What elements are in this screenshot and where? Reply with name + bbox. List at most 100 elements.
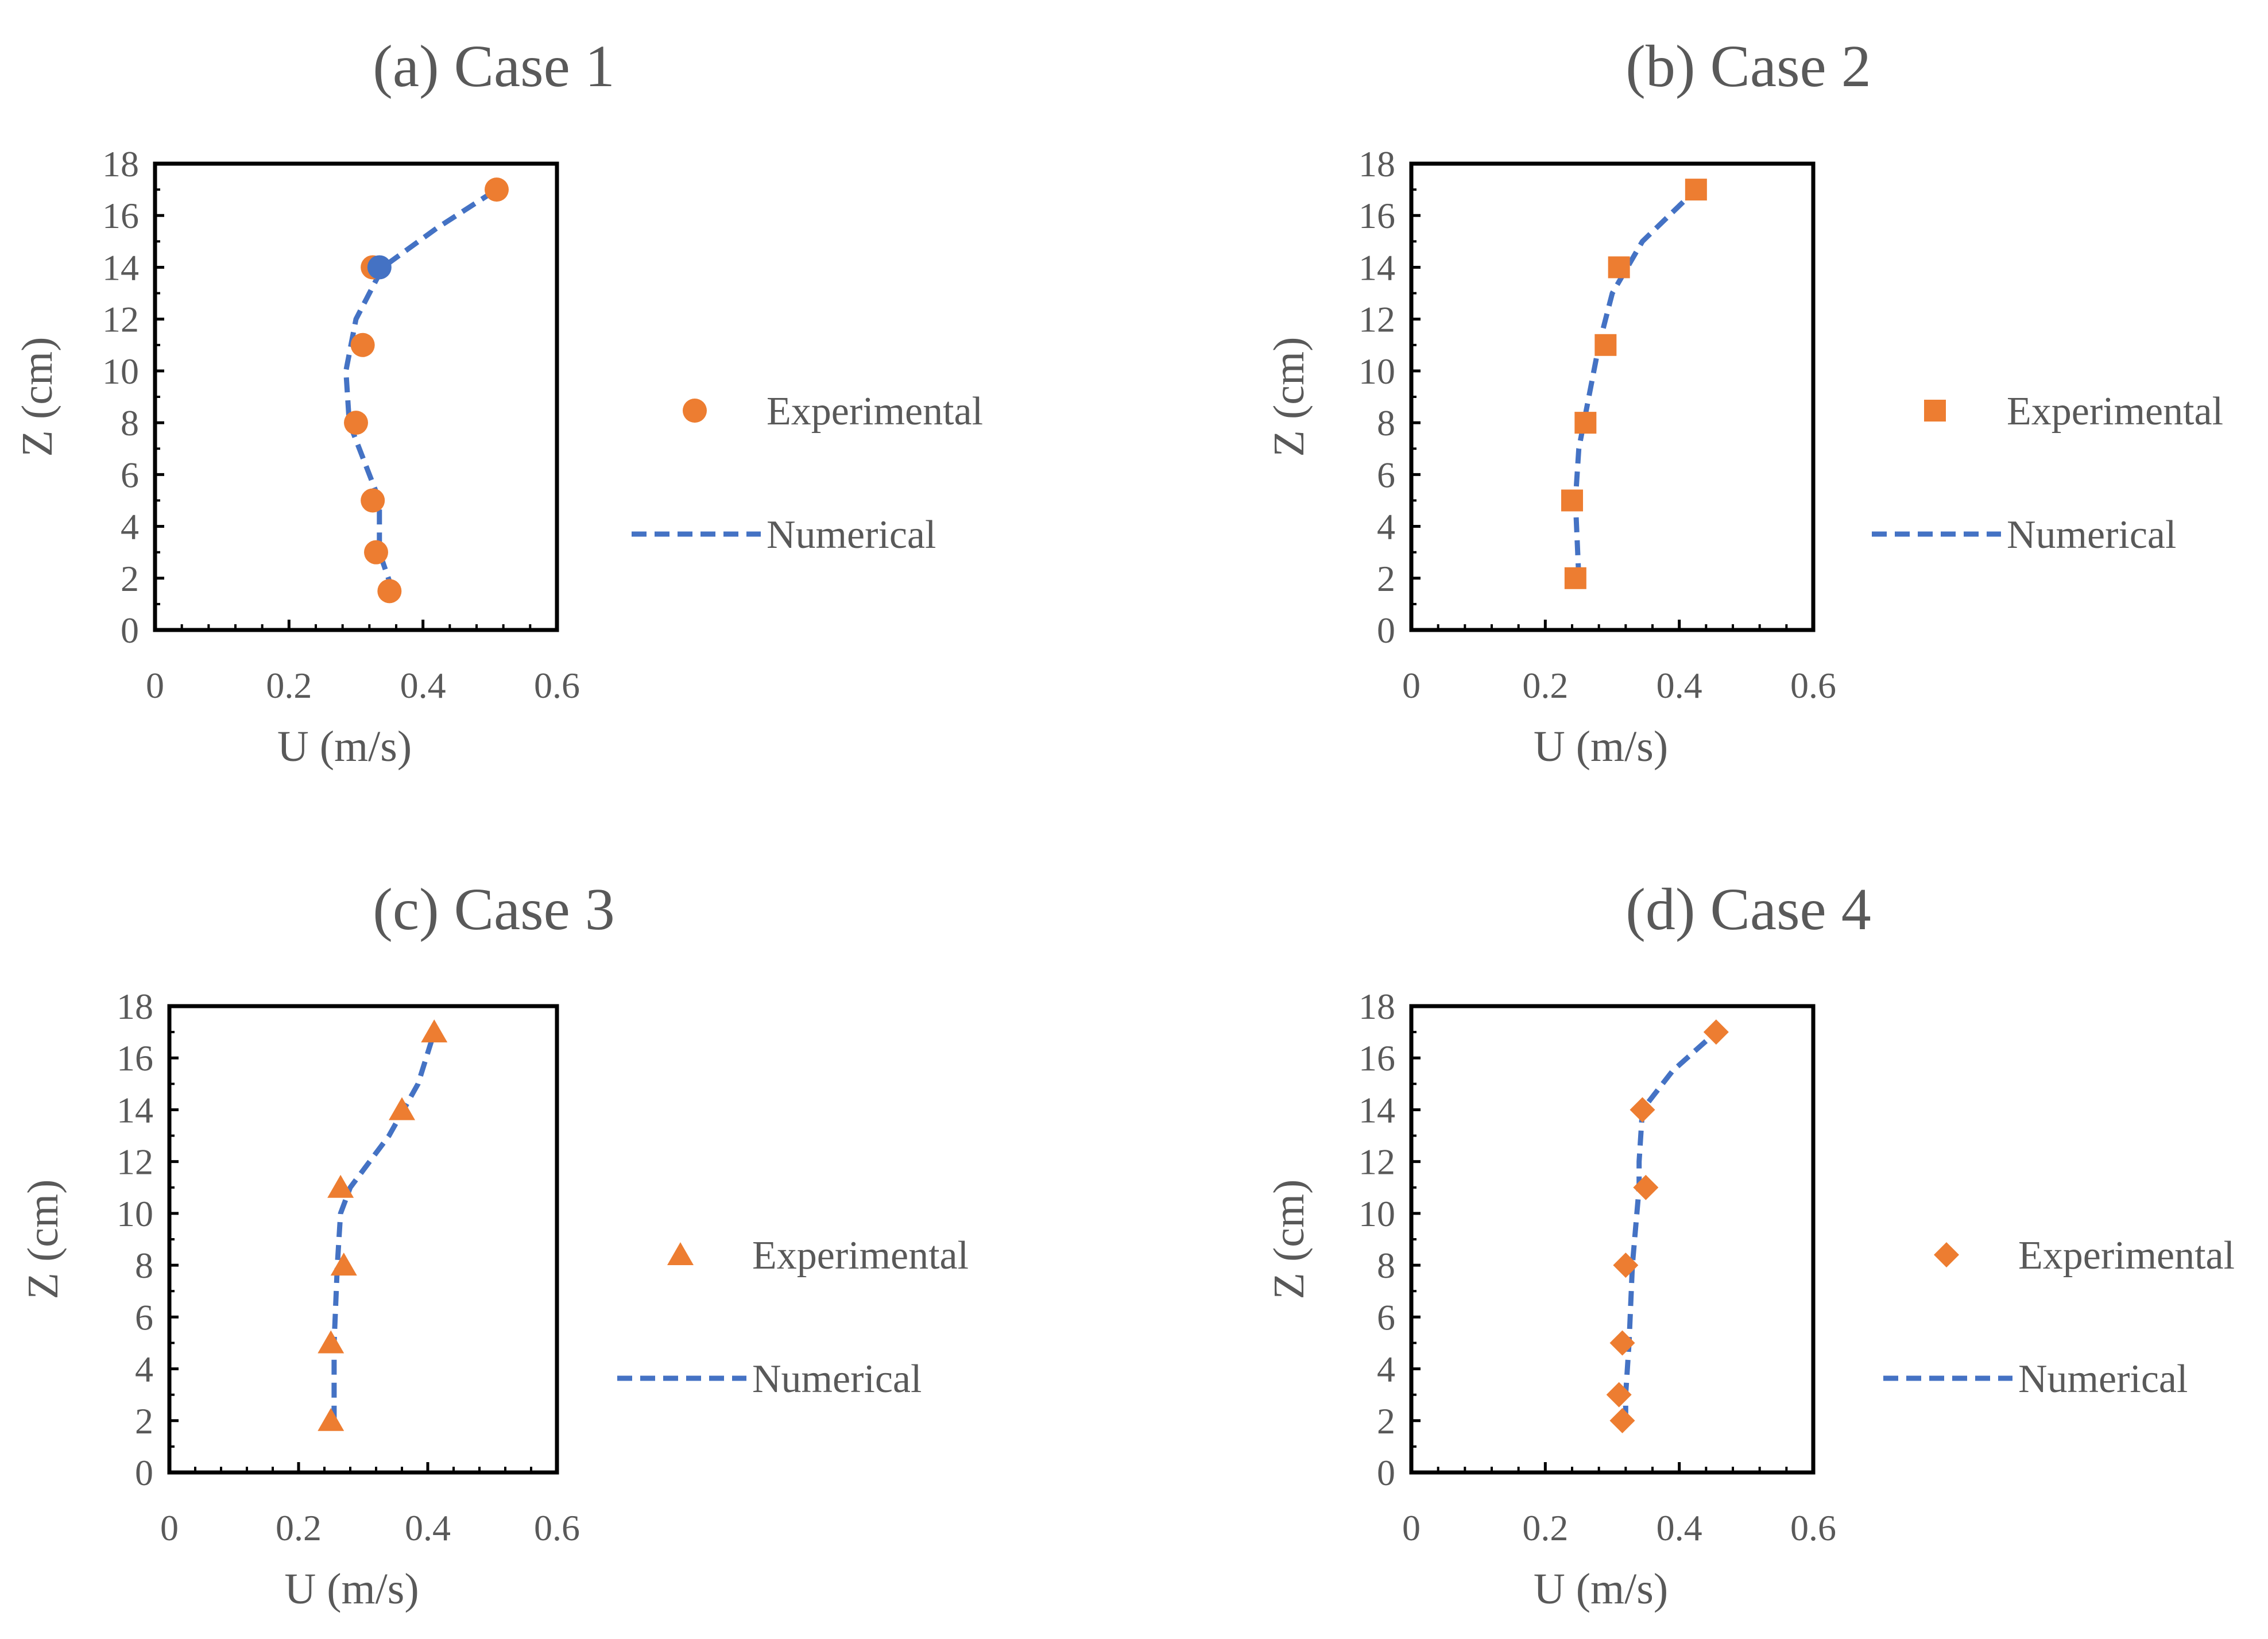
- y-tick-label: 0: [121, 610, 139, 651]
- x-tick-label: 0.4: [405, 1507, 451, 1548]
- experimental-point: [318, 1408, 345, 1431]
- y-tick-label: 8: [1377, 1245, 1395, 1286]
- chart-title: (a) Case 1: [373, 33, 615, 99]
- y-tick-label: 0: [135, 1452, 153, 1493]
- y-axis-label: Z (cm): [13, 337, 61, 457]
- y-tick-label: 16: [117, 1038, 153, 1079]
- x-axis-label: U (m/s): [1534, 1565, 1668, 1613]
- experimental-point: [1606, 1382, 1632, 1408]
- x-axis-label: U (m/s): [277, 722, 412, 771]
- experimental-point: [364, 540, 388, 565]
- y-tick-label: 12: [117, 1142, 153, 1182]
- y-axis-label: Z (cm): [1265, 337, 1313, 457]
- x-axis-label: U (m/s): [1534, 722, 1668, 771]
- y-axis-label: Z (cm): [1265, 1180, 1313, 1300]
- legend-experimental-label: Experimental: [2018, 1234, 2235, 1278]
- experimental-point: [327, 1174, 354, 1198]
- y-tick-label: 10: [1359, 1193, 1395, 1234]
- legend-experimental-label: Experimental: [2007, 389, 2223, 434]
- plot-area: [153, 161, 559, 632]
- x-tick-label: 0.6: [534, 665, 580, 706]
- experimental-point: [1613, 1253, 1639, 1278]
- y-tick-label: 12: [1359, 1142, 1395, 1182]
- y-tick-label: 10: [117, 1193, 153, 1234]
- y-tick-label: 18: [1359, 144, 1395, 184]
- y-tick-label: 18: [117, 986, 153, 1027]
- experimental-point: [1609, 1408, 1635, 1433]
- legend-experimental-marker: [1924, 400, 1946, 422]
- x-tick-label: 0: [1402, 1507, 1421, 1548]
- numerical-series-line: [1573, 187, 1698, 578]
- y-tick-label: 12: [1359, 299, 1395, 340]
- chart-panel-1: (a) Case 1 0 2 4 6 8 10 12 14 16 18 0 0.2 0.4 0.6 U (m/…: [13, 33, 983, 771]
- x-tick-label: 0.2: [276, 1507, 322, 1548]
- y-tick-label: 10: [102, 351, 139, 392]
- experimental-point: [1561, 489, 1583, 512]
- experimental-point: [1630, 1097, 1655, 1123]
- y-tick-label: 2: [1377, 558, 1395, 599]
- y-tick-label: 16: [1359, 195, 1395, 236]
- experimental-point: [1633, 1174, 1659, 1200]
- y-tick-label: 18: [1359, 986, 1395, 1027]
- y-tick-label: 10: [1359, 351, 1395, 392]
- legend-experimental-marker: [667, 1242, 694, 1265]
- legend: Experimental Numerical: [1872, 389, 2223, 557]
- y-tick-label: 8: [121, 403, 139, 443]
- experimental-point: [318, 1330, 345, 1354]
- experimental-point: [350, 333, 375, 357]
- experimental-point: [389, 1097, 415, 1120]
- experimental-point: [330, 1253, 357, 1276]
- y-tick-label: 4: [1377, 507, 1395, 547]
- experimental-point: [485, 177, 509, 202]
- y-tick-label: 0: [1377, 1452, 1395, 1493]
- experimental-point: [1685, 179, 1707, 201]
- experimental-point: [1609, 1330, 1635, 1356]
- plot-area: [1409, 161, 1816, 632]
- legend-experimental-marker: [683, 399, 707, 423]
- y-tick-label: 6: [135, 1297, 153, 1338]
- chart-panel-3: (c) Case 3 0 2 4 6 8 10 12 14 16 18 0 0.2 0.4 0.6 U (m/…: [19, 876, 969, 1613]
- experimental-point: [377, 579, 402, 604]
- plot-area: [1409, 1004, 1816, 1475]
- legend-experimental-label: Experimental: [767, 389, 983, 434]
- y-tick-label: 6: [1377, 1297, 1395, 1338]
- y-tick-label: 14: [1359, 1089, 1395, 1130]
- legend-experimental-marker: [1934, 1242, 1959, 1267]
- x-tick-label: 0.6: [534, 1507, 580, 1548]
- x-axis-label: U (m/s): [284, 1565, 419, 1613]
- legend-numerical-label: Numerical: [767, 513, 936, 557]
- y-tick-label: 16: [102, 195, 139, 236]
- y-tick-label: 8: [1377, 403, 1395, 443]
- experimental-point: [361, 488, 385, 513]
- y-tick-label: 4: [121, 507, 139, 547]
- x-tick-label: 0.6: [1790, 665, 1836, 706]
- y-tick-label: 6: [121, 454, 139, 495]
- x-tick-label: 0: [146, 665, 164, 706]
- numerical-series-line: [343, 187, 498, 592]
- numerical-series-line: [331, 1031, 437, 1421]
- legend: Experimental Numerical: [1883, 1234, 2235, 1401]
- y-tick-label: 12: [102, 299, 139, 340]
- x-tick-label: 0.6: [1790, 1507, 1836, 1548]
- chart-panel-2: (b) Case 2 0 2 4 6 8 10 12 14 16 18 0 0.2 0.4 0.6 U (m/…: [1265, 33, 2223, 771]
- legend-numerical-label: Numerical: [2007, 513, 2176, 557]
- x-tick-label: 0.4: [1657, 1507, 1702, 1548]
- legend-experimental-label: Experimental: [752, 1234, 969, 1278]
- experimental-point: [1574, 412, 1597, 434]
- y-tick-label: 4: [1377, 1349, 1395, 1390]
- experimental-point: [1594, 334, 1617, 356]
- x-tick-label: 0: [1402, 665, 1421, 706]
- y-tick-label: 0: [1377, 610, 1395, 651]
- numerical-series-line: [1623, 1030, 1718, 1421]
- chart-title: (c) Case 3: [373, 876, 615, 942]
- x-tick-label: 0.4: [1657, 665, 1702, 706]
- y-axis-label: Z (cm): [19, 1180, 67, 1300]
- x-tick-label: 0: [160, 1507, 179, 1548]
- y-tick-label: 14: [1359, 247, 1395, 288]
- x-tick-label: 0.2: [266, 665, 312, 706]
- y-tick-label: 4: [135, 1349, 153, 1390]
- experimental-point: [421, 1019, 448, 1043]
- chart-panel-4: (d) Case 4 0 2 4 6 8 10 12 14 16 18 0 0.2 0.4 0.6 U (m/…: [1265, 876, 2235, 1613]
- y-tick-label: 16: [1359, 1038, 1395, 1079]
